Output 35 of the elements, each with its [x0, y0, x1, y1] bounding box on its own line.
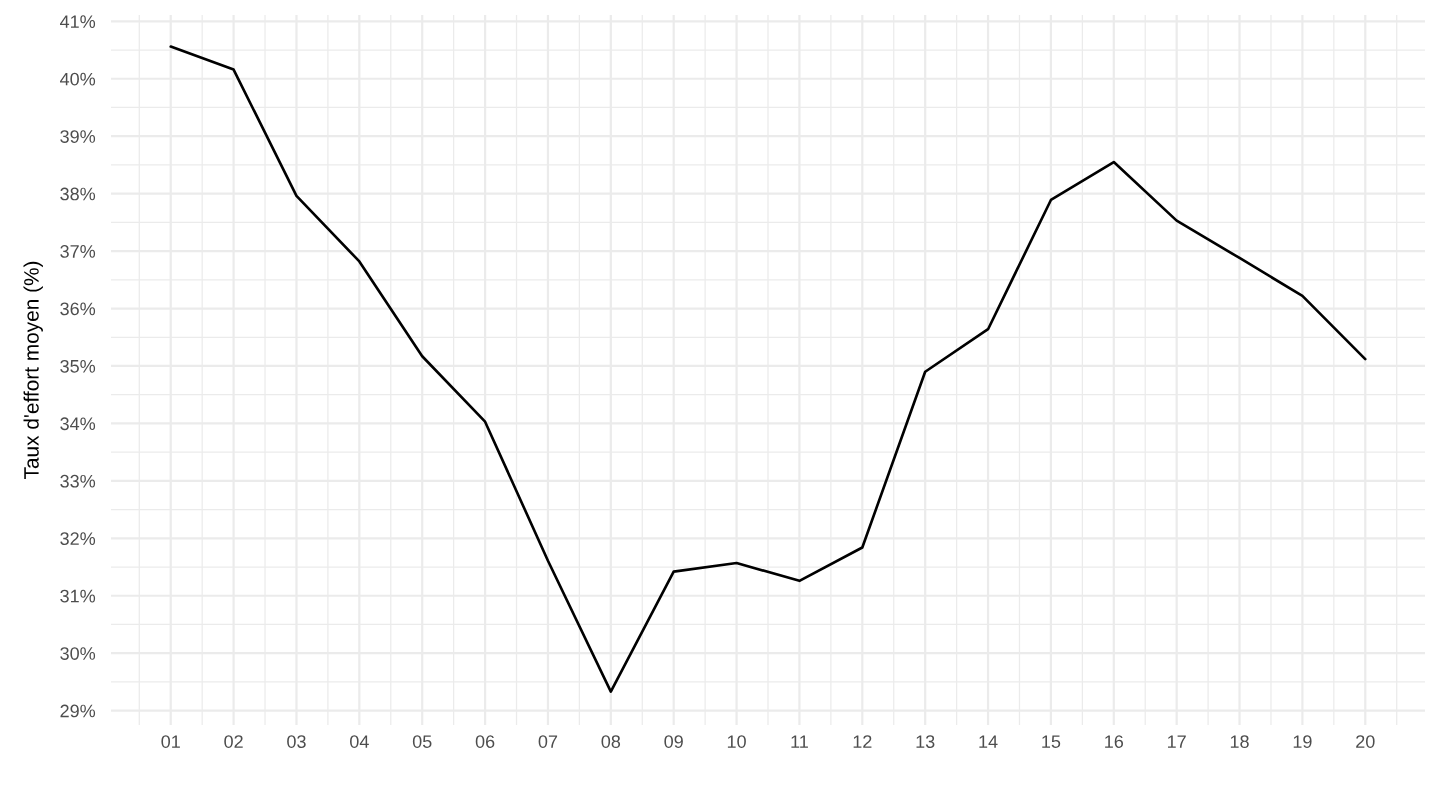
x-tick-label: 16: [1105, 735, 1124, 748]
x-tick-label: 06: [475, 735, 495, 748]
y-tick-label: 40%: [60, 72, 96, 86]
x-tick-label: 07: [538, 735, 558, 748]
y-axis-title: Taux d'effort moyen (%): [23, 261, 43, 480]
y-tick-label: 32%: [60, 532, 96, 546]
x-tick-label: 08: [601, 735, 621, 748]
x-tick-label: 09: [664, 735, 683, 748]
x-tick-label: 20: [1356, 735, 1375, 748]
x-tick-label: 10: [727, 735, 746, 748]
x-tick-label: 05: [412, 735, 432, 748]
x-tick-label: 04: [350, 735, 369, 748]
x-tick-label: 12: [853, 735, 872, 748]
y-tick-label: 37%: [60, 245, 96, 258]
y-tick-label: 33%: [60, 474, 96, 488]
x-tick-label: 14: [979, 735, 998, 748]
y-tick-label: 41%: [60, 15, 96, 28]
x-tick-label: 02: [224, 735, 243, 748]
x-tick-label: 15: [1042, 735, 1061, 748]
x-tick-label: 03: [287, 735, 306, 748]
y-tick-label: 29%: [60, 704, 96, 718]
y-tick-label: 39%: [60, 130, 96, 143]
x-tick-label: 18: [1230, 735, 1249, 748]
y-tick-label: 38%: [60, 187, 96, 201]
y-tick-label: 30%: [60, 647, 96, 660]
line-series: [169, 45, 1367, 693]
x-tick-label: 01: [161, 735, 180, 748]
x-tick-label: 13: [916, 735, 935, 748]
y-tick-label: 31%: [60, 589, 96, 603]
y-tick-label: 36%: [60, 302, 96, 316]
y-tick-label: 35%: [60, 359, 96, 373]
x-tick-label: 11: [791, 735, 808, 748]
x-tick-label: 19: [1293, 735, 1312, 748]
x-tick-label: 17: [1168, 735, 1186, 748]
y-tick-label: 34%: [60, 417, 96, 431]
